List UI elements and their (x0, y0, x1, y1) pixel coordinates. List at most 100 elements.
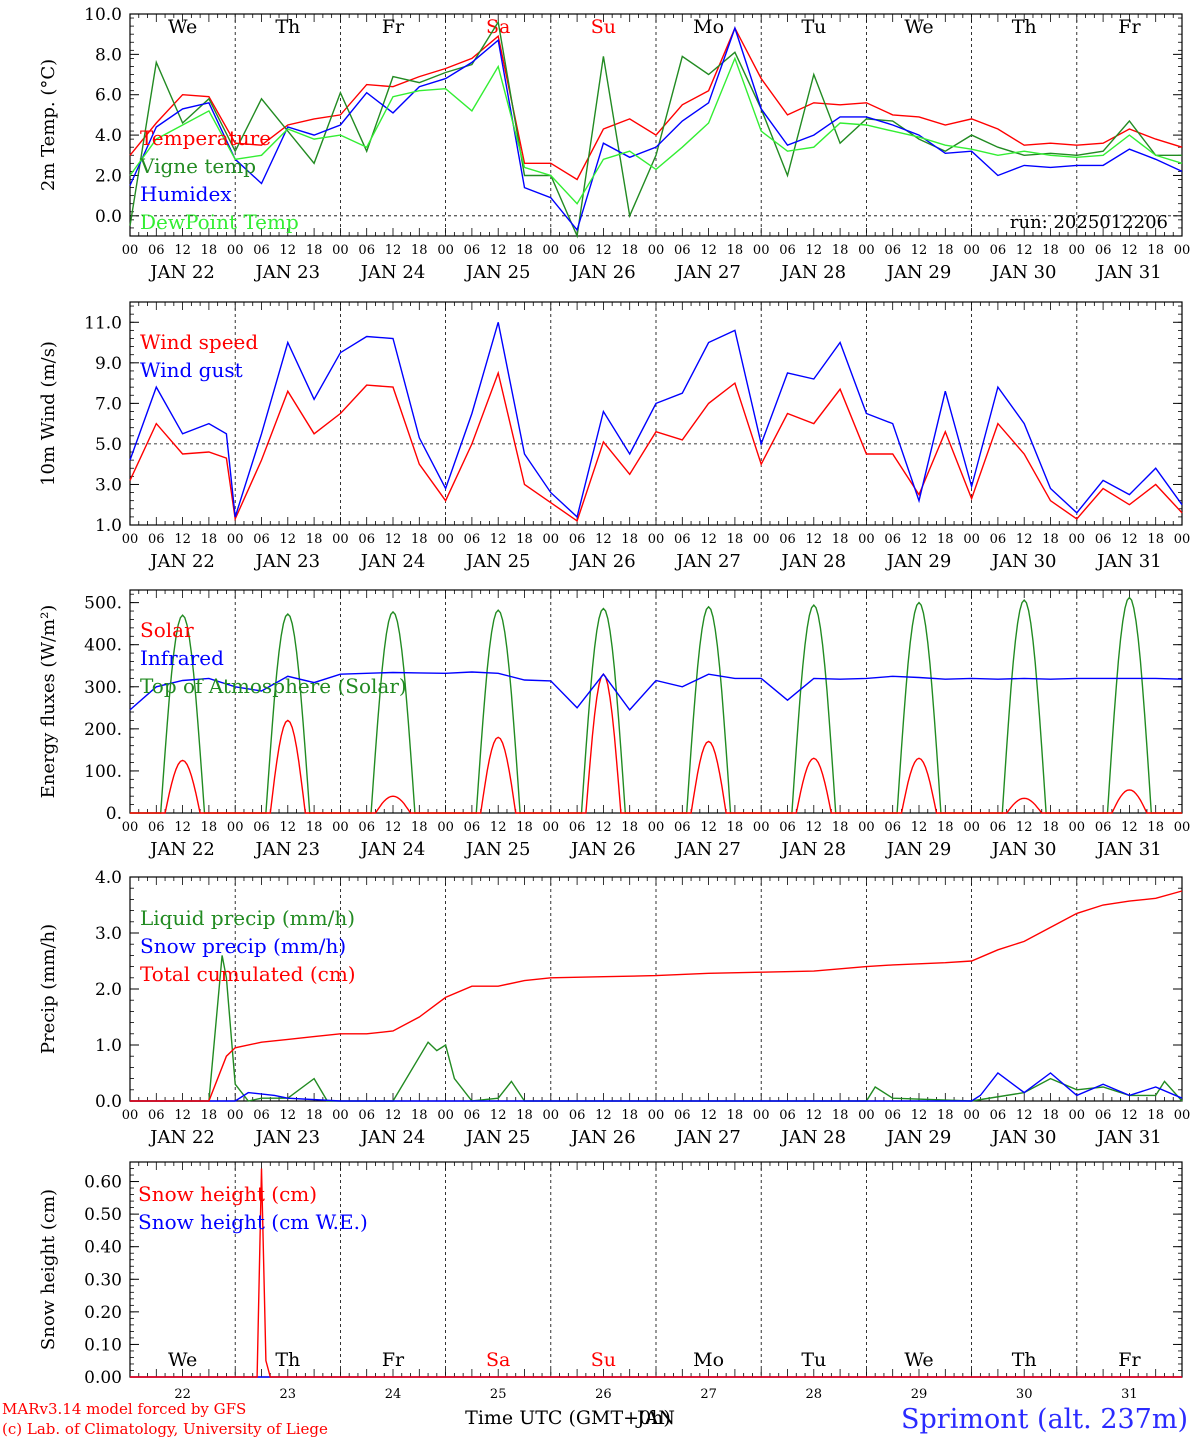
hour-label: 18 (1147, 243, 1164, 258)
hour-label: 12 (385, 243, 402, 258)
y-tick-label: 1.0 (95, 1036, 122, 1056)
hour-label: 00 (122, 243, 139, 258)
hour-label: 18 (201, 820, 218, 835)
station-name: Sprimont (alt. 237m) (901, 1404, 1188, 1435)
weekday-label: Fr (382, 16, 405, 38)
hour-label: 12 (1121, 1108, 1138, 1123)
panel-temp: 0.02.04.06.08.010.02m Temp. (°C)We Th Fr Sa… (38, 5, 1190, 283)
weekday-label: Fr (1118, 16, 1141, 38)
hour-label: 06 (674, 243, 691, 258)
date-label: JAN 22 (148, 839, 215, 860)
y-tick-label: 2.0 (95, 166, 122, 186)
hour-label: 06 (569, 1108, 586, 1123)
date-label: JAN 31 (1095, 839, 1162, 860)
hour-label: 18 (516, 1108, 533, 1123)
footer: MARv3.14 model forced by GFS (c) Lab. of … (2, 1400, 1188, 1438)
hour-label: 18 (411, 820, 428, 835)
hour-label: 00 (648, 532, 665, 547)
hour-label: 00 (753, 532, 770, 547)
weekday-label: Fr (382, 1349, 405, 1371)
hour-label: 06 (674, 820, 691, 835)
date-label: JAN 28 (780, 262, 847, 283)
date-label: JAN 30 (990, 551, 1057, 572)
y-axis-label: Precip (mm/h) (38, 924, 59, 1054)
hour-label: 12 (806, 243, 823, 258)
series-line-red (129, 26, 1183, 181)
weekday-label: Th (1012, 16, 1037, 38)
hour-label: 00 (753, 243, 770, 258)
y-tick-label: 200. (84, 720, 122, 740)
run-label: run: 2025012206 (1010, 212, 1168, 233)
hour-label: 12 (595, 532, 612, 547)
hour-label: 06 (990, 532, 1007, 547)
y-tick-label: 6.0 (95, 86, 122, 106)
weekday-label: We (904, 1349, 933, 1371)
date-label: JAN 27 (674, 262, 741, 283)
hour-label: 06 (148, 820, 165, 835)
date-label: JAN 26 (569, 839, 636, 860)
hour-label: 06 (1095, 1108, 1112, 1123)
date-label: JAN 23 (254, 839, 321, 860)
hour-label: 06 (1095, 820, 1112, 835)
hour-label: 00 (1174, 243, 1191, 258)
series-line-red (130, 890, 1183, 1102)
date-label: JAN 29 (885, 551, 952, 572)
hour-label: 00 (1174, 1108, 1191, 1123)
legend-entry: Snow precip (mm/h) (140, 934, 346, 958)
date-label: JAN 23 (254, 1127, 321, 1148)
date-label: JAN 22 (148, 551, 215, 572)
day-number: 27 (700, 1387, 717, 1402)
panel-wind: 1.0 3.0 5.0 7.0 9.0 11.0 10m Wind (m/s) Wind sp… (38, 301, 1190, 572)
hour-label: 12 (1121, 243, 1138, 258)
y-tick-label: 0.00 (84, 1368, 122, 1388)
hour-label: 06 (884, 820, 901, 835)
hour-label: 18 (832, 820, 849, 835)
hour-label: 18 (727, 532, 744, 547)
hour-label: 18 (832, 532, 849, 547)
hour-label: 00 (648, 1108, 665, 1123)
hour-label: 12 (911, 243, 928, 258)
hour-label: 18 (306, 532, 323, 547)
day-number: 24 (385, 1387, 402, 1402)
hour-label: 18 (411, 1108, 428, 1123)
date-label: JAN 29 (885, 262, 952, 283)
date-label: JAN 24 (359, 262, 426, 283)
hour-label: 18 (306, 820, 323, 835)
hour-label: 12 (700, 820, 717, 835)
y-tick-label: 0.30 (84, 1270, 122, 1290)
hour-label: 06 (1095, 243, 1112, 258)
weekday-label: Fr (1118, 1349, 1141, 1371)
y-axis-label: Energy fluxes (W/m²) (38, 605, 59, 799)
y-tick-label: 0.10 (84, 1335, 122, 1355)
series-line-blue (129, 25, 1183, 232)
legend-entry: Liquid precip (mm/h) (140, 906, 355, 930)
date-label: JAN 25 (464, 551, 531, 572)
hour-label: 12 (490, 820, 507, 835)
hour-label: 00 (227, 820, 244, 835)
hour-label: 06 (779, 243, 796, 258)
day-number: 28 (806, 1387, 823, 1402)
date-label: JAN 24 (359, 1127, 426, 1148)
legend-entry: Snow height (cm) (138, 1182, 317, 1206)
hour-label: 18 (727, 243, 744, 258)
hour-label: 00 (963, 243, 980, 258)
hour-label: 06 (884, 532, 901, 547)
hour-label: 06 (253, 243, 270, 258)
y-axis-label: 2m Temp. (°C) (38, 59, 59, 191)
panel-precip: 0.0 1.0 2.0 3.0 4.0 Precip (mm/h) Liquid preci… (38, 868, 1190, 1148)
hour-label: 18 (621, 1108, 638, 1123)
hour-label: 12 (700, 243, 717, 258)
hour-label: 18 (832, 1108, 849, 1123)
date-label: JAN 22 (148, 262, 215, 283)
weekday-label: Tu (801, 1349, 826, 1371)
date-label: JAN 23 (254, 551, 321, 572)
hour-label: 00 (858, 1108, 875, 1123)
hour-label: 06 (464, 820, 481, 835)
weekday-label: Th (275, 1349, 300, 1371)
weekday-label: Su (591, 16, 616, 38)
hour-label: 18 (1147, 532, 1164, 547)
hour-label: 18 (1147, 1108, 1164, 1123)
hour-label: 18 (411, 243, 428, 258)
hour-label: 06 (779, 820, 796, 835)
